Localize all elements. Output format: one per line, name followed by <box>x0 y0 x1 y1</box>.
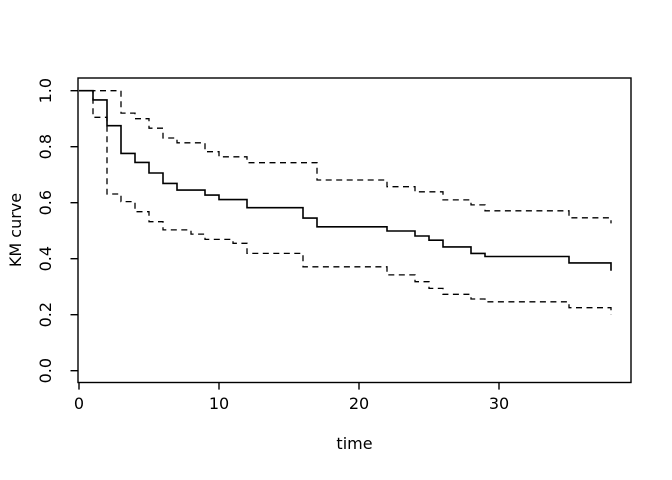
x-axis-tick-label: 30 <box>489 394 509 413</box>
y-axis-tick-label: 0.2 <box>36 302 55 327</box>
y-axis-tick-label: 0.6 <box>36 190 55 215</box>
x-axis-tick-label: 10 <box>209 394 229 413</box>
plot-border <box>77 77 632 384</box>
y-axis-tick-label: 0.8 <box>36 134 55 159</box>
x-axis-tick-label: 20 <box>349 394 369 413</box>
upper-ci-line <box>79 90 612 224</box>
km-estimate-line <box>79 89 612 271</box>
y-axis-tick-label: 0.4 <box>36 246 55 271</box>
lower-ci-line <box>79 90 612 315</box>
x-axis-title: time <box>336 434 373 453</box>
y-axis-tick-label: 1.0 <box>36 78 55 103</box>
y-axis-title: KM curve <box>6 192 25 268</box>
x-axis-tick-label: 0 <box>74 394 84 413</box>
y-axis-tick-label: 0.0 <box>36 358 55 383</box>
